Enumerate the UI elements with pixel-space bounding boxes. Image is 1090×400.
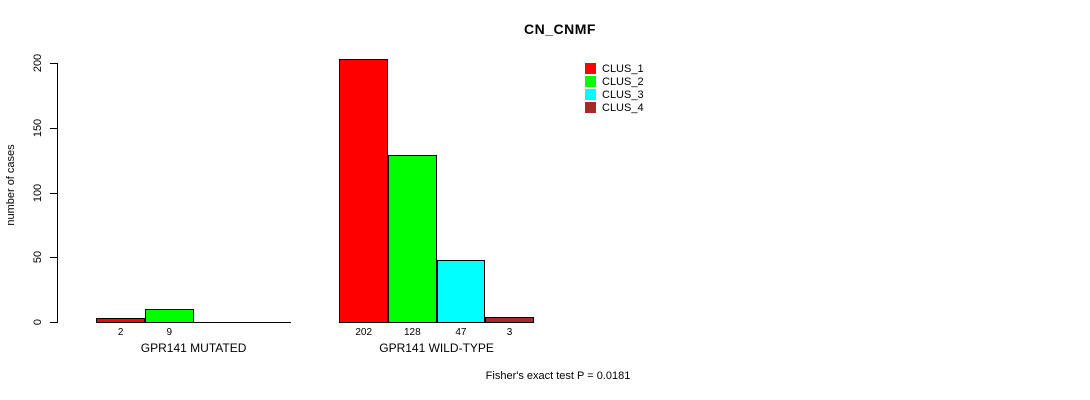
legend-swatch-clus_3 <box>585 89 596 100</box>
fisher-test-annotation: Fisher's exact test P = 0.0181 <box>485 370 631 382</box>
bar-clus_3-group2 <box>436 260 486 323</box>
bar-clus_4-group2 <box>485 317 534 323</box>
bar-clus_1-group1 <box>96 318 145 323</box>
y-axis-line <box>57 63 58 323</box>
legend-label: CLUS_2 <box>602 75 644 88</box>
bar-clus_1-group2 <box>339 59 388 323</box>
bar-value-label: 202 <box>355 327 373 338</box>
bar-value-label: 3 <box>506 327 513 338</box>
legend-item: CLUS_4 <box>585 101 644 114</box>
bar-value-label: 128 <box>403 327 421 338</box>
y-tick <box>50 322 57 323</box>
y-tick <box>50 63 57 64</box>
x-category-label: GPR141 MUTATED <box>140 341 247 355</box>
y-tick-label: 200 <box>32 53 44 73</box>
legend-swatch-clus_2 <box>585 76 596 87</box>
legend: CLUS_1 CLUS_2 CLUS_3 CLUS_4 <box>585 62 644 114</box>
legend-item: CLUS_2 <box>585 75 644 88</box>
y-tick <box>50 127 57 129</box>
chart-title: CN_CNMF <box>524 21 596 37</box>
bar-clus_2-group2 <box>388 155 437 323</box>
bar-value-label: 47 <box>455 327 467 338</box>
legend-label: CLUS_1 <box>602 62 644 75</box>
bar-value-label: 2 <box>117 327 124 338</box>
y-tick-label: 0 <box>32 318 44 326</box>
legend-item: CLUS_3 <box>585 88 644 101</box>
y-tick-label: 150 <box>32 118 44 137</box>
legend-swatch-clus_4 <box>585 102 596 113</box>
bar-clus_2-group1 <box>145 309 194 323</box>
bar-value-label: 9 <box>166 327 173 338</box>
y-tick-label: 50 <box>32 251 44 264</box>
legend-swatch-clus_1 <box>585 63 596 74</box>
y-tick-label: 100 <box>32 183 44 202</box>
legend-label: CLUS_4 <box>602 101 644 114</box>
y-tick <box>50 257 57 259</box>
y-tick <box>50 192 57 194</box>
legend-item: CLUS_1 <box>585 62 644 75</box>
x-category-label: GPR141 WILD-TYPE <box>379 341 494 355</box>
legend-label: CLUS_3 <box>602 88 644 101</box>
